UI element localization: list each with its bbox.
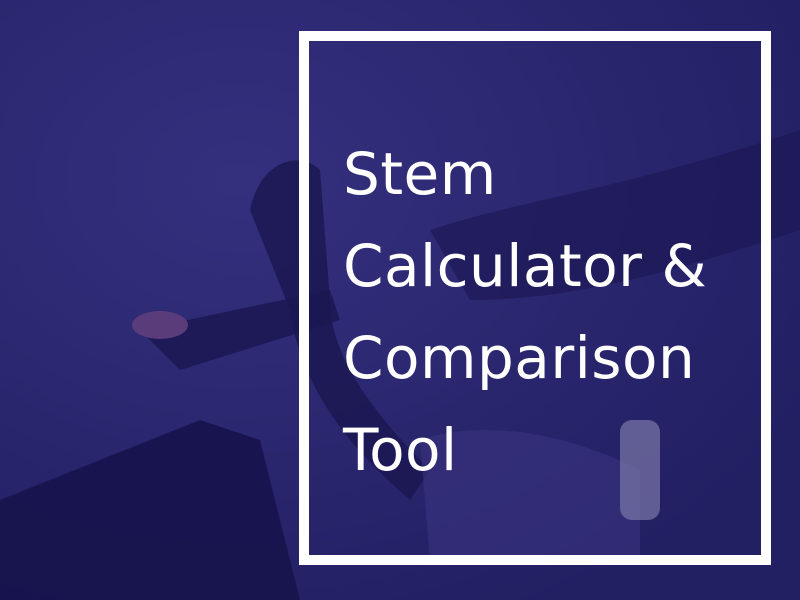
white-frame-border bbox=[299, 31, 771, 565]
page-title: Stem Calculator & Comparison Tool bbox=[343, 128, 707, 496]
title-line-2: Calculator & bbox=[343, 232, 708, 300]
title-line-3: Comparison bbox=[343, 324, 696, 392]
stem-shape bbox=[140, 290, 340, 370]
title-line-4: Tool bbox=[343, 416, 458, 484]
watch-shape bbox=[620, 420, 660, 520]
headset-cap bbox=[132, 311, 188, 339]
title-line-1: Stem bbox=[343, 140, 497, 208]
frame-shape bbox=[0, 420, 300, 600]
hand-shape bbox=[420, 430, 640, 560]
handlebar-shape bbox=[250, 160, 430, 501]
arm-shape bbox=[430, 130, 800, 300]
